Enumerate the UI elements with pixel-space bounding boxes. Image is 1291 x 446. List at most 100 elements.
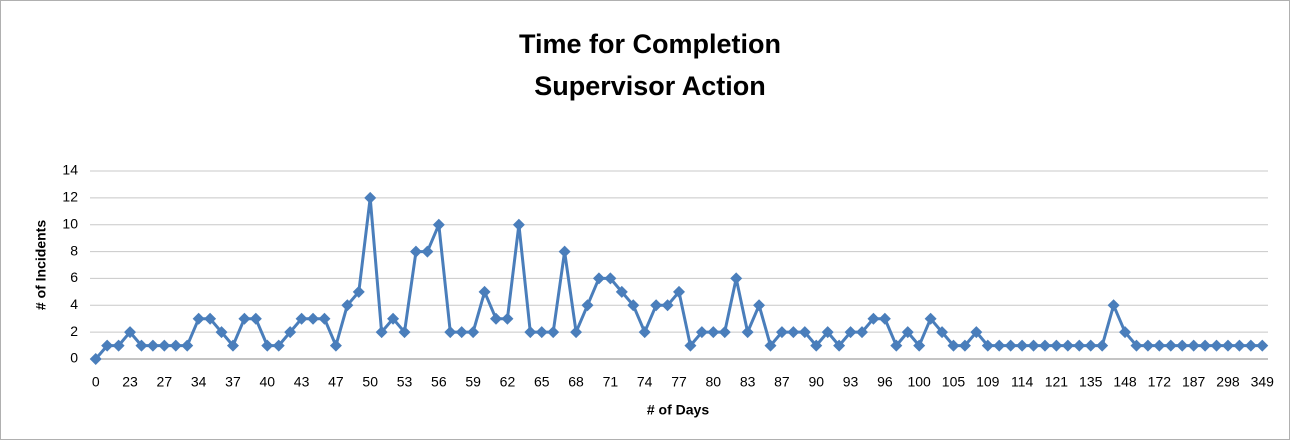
- data-point: [467, 326, 480, 339]
- data-point: [867, 312, 880, 325]
- data-point: [307, 312, 320, 325]
- data-point: [1141, 339, 1154, 352]
- y-tick-label: 0: [70, 350, 78, 366]
- x-tick-label: 87: [774, 374, 790, 390]
- x-tick-label: 37: [225, 374, 241, 390]
- data-point: [615, 285, 628, 298]
- x-tick-label: 100: [907, 374, 931, 390]
- data-point: [1256, 339, 1269, 352]
- x-tick-label: 47: [328, 374, 344, 390]
- x-tick-label: 43: [294, 374, 310, 390]
- data-point: [810, 339, 823, 352]
- x-tick-label: 114: [1011, 374, 1034, 390]
- data-point: [1016, 339, 1029, 352]
- data-point: [490, 312, 503, 325]
- x-tick-label: 187: [1182, 374, 1206, 390]
- data-point: [181, 339, 194, 352]
- data-point: [661, 299, 674, 312]
- x-tick-label: 74: [637, 374, 653, 390]
- data-point: [650, 299, 663, 312]
- data-point: [1050, 339, 1063, 352]
- y-axis-label: # of Incidents: [33, 220, 49, 310]
- data-point: [1027, 339, 1040, 352]
- data-point: [1221, 339, 1234, 352]
- data-point: [204, 312, 217, 325]
- y-tick-label: 14: [62, 162, 78, 178]
- data-point: [364, 191, 377, 204]
- y-tick-label: 10: [62, 215, 78, 231]
- data-point: [398, 326, 411, 339]
- data-point: [1199, 339, 1212, 352]
- data-point: [558, 245, 571, 258]
- data-point: [1187, 339, 1200, 352]
- data-point: [444, 326, 457, 339]
- x-tick-label: 53: [397, 374, 413, 390]
- chart-title: Supervisor Action: [534, 71, 766, 101]
- y-tick-label: 6: [70, 269, 78, 285]
- x-tick-label: 109: [976, 374, 1000, 390]
- data-point: [775, 326, 788, 339]
- chart-title: Time for Completion: [519, 29, 781, 59]
- data-point: [455, 326, 468, 339]
- data-point: [592, 272, 605, 285]
- data-point: [1244, 339, 1257, 352]
- data-point: [901, 326, 914, 339]
- data-point: [124, 326, 137, 339]
- data-point: [695, 326, 708, 339]
- data-point: [627, 299, 640, 312]
- data-point: [226, 339, 239, 352]
- data-point: [501, 312, 514, 325]
- x-tick-label: 23: [122, 374, 138, 390]
- data-point: [329, 339, 342, 352]
- data-point: [1038, 339, 1051, 352]
- data-point: [1176, 339, 1189, 352]
- data-point: [146, 339, 159, 352]
- data-point: [570, 326, 583, 339]
- data-point: [432, 218, 445, 231]
- x-tick-label: 349: [1251, 374, 1275, 390]
- data-point: [512, 218, 525, 231]
- data-point: [638, 326, 651, 339]
- x-tick-label: 93: [843, 374, 859, 390]
- data-point: [936, 326, 949, 339]
- data-point: [535, 326, 548, 339]
- data-point: [855, 326, 868, 339]
- data-point: [604, 272, 617, 285]
- data-point: [1119, 326, 1132, 339]
- data-point: [89, 353, 102, 365]
- x-tick-label: 56: [431, 374, 447, 390]
- data-point: [753, 299, 766, 312]
- data-point: [421, 245, 434, 258]
- y-tick-label: 12: [62, 189, 78, 205]
- x-tick-label: 172: [1148, 374, 1172, 390]
- x-axis-label: # of Days: [647, 402, 709, 418]
- data-point: [272, 339, 285, 352]
- data-point: [547, 326, 560, 339]
- x-tick-label: 77: [671, 374, 687, 390]
- data-point: [169, 339, 182, 352]
- data-point: [913, 339, 926, 352]
- data-point: [890, 339, 903, 352]
- data-point: [295, 312, 308, 325]
- data-point: [798, 326, 811, 339]
- data-point: [741, 326, 754, 339]
- data-point: [1153, 339, 1166, 352]
- data-point: [341, 299, 354, 312]
- data-point: [261, 339, 274, 352]
- x-tick-label: 68: [568, 374, 584, 390]
- data-point: [375, 326, 388, 339]
- data-point: [924, 312, 937, 325]
- data-point: [387, 312, 400, 325]
- data-point: [1210, 339, 1223, 352]
- data-point: [673, 285, 685, 298]
- data-point: [878, 312, 891, 325]
- data-point: [1164, 339, 1177, 352]
- data-point: [947, 339, 960, 352]
- data-point: [249, 312, 262, 325]
- x-tick-label: 148: [1113, 374, 1137, 390]
- y-tick-label: 4: [70, 296, 78, 312]
- x-tick-label: 121: [1045, 374, 1069, 390]
- data-point: [1233, 339, 1246, 352]
- data-point: [1107, 299, 1120, 312]
